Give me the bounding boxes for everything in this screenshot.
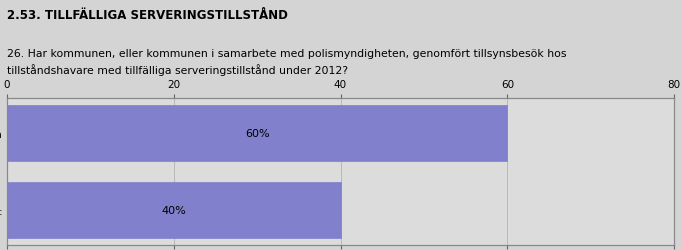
Text: 26. Har kommunen, eller kommunen i samarbete med polismyndigheten, genomfört til: 26. Har kommunen, eller kommunen i samar…: [7, 48, 567, 75]
Bar: [7, 183, 340, 238]
Text: 2.53. TILLFÄLLIGA SERVERINGSTILLSTÅND: 2.53. TILLFÄLLIGA SERVERINGSTILLSTÅND: [7, 9, 287, 22]
Bar: [7, 106, 507, 161]
Text: 40%: 40%: [161, 206, 186, 216]
Text: 60%: 60%: [244, 128, 270, 138]
